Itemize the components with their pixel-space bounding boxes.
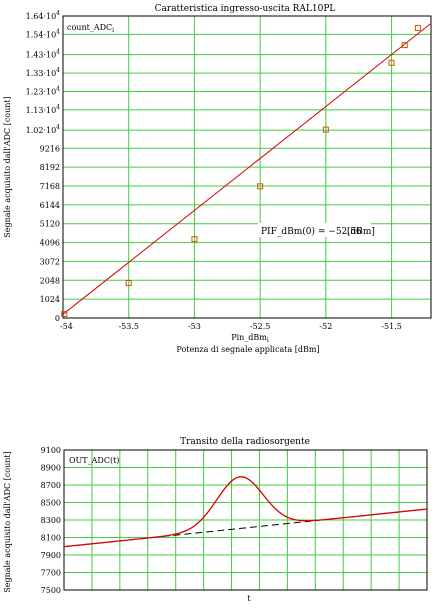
- chart2-y-tick-label: 7700: [41, 569, 61, 578]
- chart2-y-tick-label: 8500: [41, 499, 61, 508]
- chart1-data-point: [61, 310, 68, 317]
- chart1-x-tick-label: -52: [319, 322, 332, 331]
- chart1-y-tick-label: 8192: [40, 163, 60, 172]
- chart1-y-tick-label: 2048: [40, 276, 60, 285]
- chart2-y-tick-label: 9100: [41, 446, 61, 455]
- chart1-y-tick-label: 0: [55, 314, 60, 323]
- chart1-x-ticks: -54 -53.5 -53 -52.5 -52 -51.5: [60, 322, 402, 331]
- chart1-data-point: [401, 42, 408, 49]
- chart2-y-tick-label: 8300: [41, 516, 61, 525]
- chart1-y-tick-label: 1.13·104: [26, 104, 61, 115]
- chart1-y-tick-label: 1.02·104: [26, 124, 61, 135]
- chart1-x-label: Pin_dBmi: [231, 333, 269, 344]
- chart2-y-tick-label: 7500: [41, 586, 61, 595]
- chart2-y-label: Segnale acquisito dall'ADC [count]: [3, 451, 12, 593]
- chart1-frame: [62, 15, 432, 319]
- chart1-y-tick-label: 1.64·104: [26, 10, 61, 21]
- chart1-title: Caratteristica ingresso-uscita RAL10PL: [155, 4, 336, 14]
- chart1-data-point: [125, 280, 132, 287]
- chart2-y-tick-label: 8700: [41, 481, 61, 490]
- chart1-y-tick-label: 1.54·104: [26, 28, 61, 39]
- chart-radio-transit: Transito della radiosorgente 7500 7700 790…: [3, 437, 428, 603]
- chart2-y-ticks: 7500 7700 7900 8100 8300 8500 8700 8900 9100: [41, 446, 61, 595]
- chart1-grid: [62, 15, 431, 319]
- chart1-y-tick-label: 3072: [40, 257, 60, 266]
- chart1-x-tick-label: -53: [188, 322, 201, 331]
- chart1-y-tick-label: 1.43·104: [26, 49, 61, 60]
- chart2-title: Transito della radiosorgente: [180, 437, 310, 447]
- chart2-series-label: OUT_ADC(t): [69, 456, 119, 465]
- chart2-y-tick-label: 8900: [41, 464, 61, 473]
- chart1-annotation: PIF_dBm(0) = −52.56: [261, 226, 362, 237]
- chart1-x-tick-label: -54: [60, 322, 73, 331]
- chart2-plot: [63, 476, 428, 548]
- chart1-x-label-2: Potenza di segnale applicata [dBm]: [176, 345, 319, 354]
- chart1-y-tick-label: 7168: [40, 182, 60, 191]
- chart1-y-tick-label: 1.23·104: [26, 86, 61, 97]
- chart1-fit-line: [62, 22, 432, 315]
- chart1-x-tick-label: -51.5: [381, 322, 402, 331]
- chart1-series-label: count_ADCi: [67, 23, 114, 34]
- chart1-y-ticks: 0 1024 2048 3072 4096 5120 6144 7168 8192 9216 1.0…: [26, 10, 61, 323]
- chart2-signal-curve: [63, 476, 428, 548]
- chart2-x-label: t: [247, 594, 251, 603]
- chart1-x-tick-label: -53.5: [118, 322, 139, 331]
- chart1-annotation-unit: [dBm]: [347, 227, 375, 237]
- chart1-y-tick-label: 5120: [40, 220, 60, 229]
- chart1-x-tick-label: -52.5: [250, 322, 271, 331]
- chart1-data-point: [414, 24, 421, 31]
- chart2-grid: [64, 449, 427, 591]
- chart1-y-tick-label: 6144: [40, 201, 60, 210]
- chart1-data-point: [191, 236, 198, 243]
- chart1-data-point: [322, 126, 329, 133]
- chart2-y-tick-label: 7900: [41, 551, 61, 560]
- chart1-data-point: [257, 183, 264, 190]
- chart-io-characteristic: Caratteristica ingresso-uscita RAL10PL 0…: [3, 4, 432, 354]
- chart1-y-tick-label: 4096: [40, 239, 60, 248]
- chart1-y-tick-label: 1024: [40, 295, 60, 304]
- chart1-plot: [61, 22, 432, 317]
- chart1-y-tick-label: 9216: [40, 144, 60, 153]
- chart2-frame: [63, 449, 428, 591]
- chart1-y-label: Segnale acquisito dall'ADC [count]: [3, 96, 12, 238]
- chart1-y-tick-label: 1.33·104: [26, 67, 61, 78]
- chart2-y-tick-label: 8100: [41, 534, 61, 543]
- chart1-annotation-bg: [258, 223, 371, 237]
- chart1-data-point: [388, 59, 395, 66]
